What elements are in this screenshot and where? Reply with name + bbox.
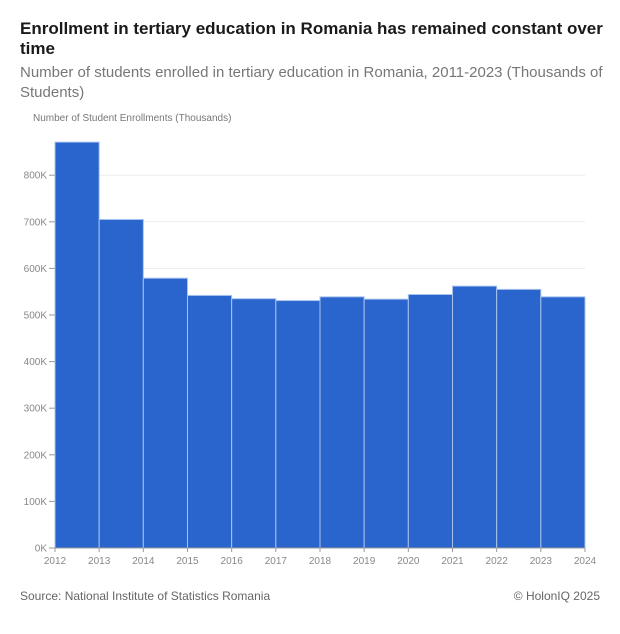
y-tick-label: 100K: [24, 497, 48, 508]
bar-2020: [407, 293, 454, 549]
x-tick-label: 2017: [265, 556, 288, 567]
bar-2016: [231, 298, 277, 549]
y-axis-label: Number of Student Enrollments (Thousands…: [33, 113, 232, 124]
bar-2018: [319, 296, 365, 549]
x-tick-label: 2023: [530, 556, 553, 567]
x-tick-label: 2012: [44, 556, 67, 567]
y-tick-label: 500K: [24, 311, 48, 322]
x-tick-label: 2015: [176, 556, 199, 567]
bar-2021: [452, 285, 498, 549]
chart-title: Enrollment in tertiary education in Roma…: [20, 19, 603, 58]
x-tick-label: 2019: [353, 556, 376, 567]
bar-2012: [54, 141, 100, 549]
x-tick-label: 2016: [221, 556, 244, 567]
y-tick-label: 0K: [35, 544, 48, 555]
y-tick-label: 200K: [24, 450, 48, 461]
x-tick-label: 2022: [486, 556, 509, 567]
bar-2015: [187, 294, 233, 549]
bar-2019: [363, 298, 409, 549]
bar-2022: [496, 288, 542, 549]
x-tick-label: 2024: [574, 556, 597, 567]
bar-2017: [275, 300, 321, 549]
bar-2013: [98, 218, 144, 549]
y-tick-label: 400K: [24, 357, 48, 368]
x-tick-label: 2014: [132, 556, 155, 567]
source-note: Source: National Institute of Statistics…: [20, 589, 271, 603]
y-tick-label: 600K: [24, 264, 48, 275]
x-tick-label: 2013: [88, 556, 111, 567]
chart-subtitle: Number of students enrolled in tertiary …: [20, 64, 603, 101]
x-tick-label: 2021: [441, 556, 464, 567]
copyright: © HolonIQ 2025: [513, 589, 600, 603]
x-tick-label: 2020: [397, 556, 420, 567]
y-tick-label: 300K: [24, 404, 48, 415]
bar-2014: [142, 277, 188, 549]
y-tick-label: 700K: [24, 217, 48, 228]
bar-2023: [540, 296, 586, 549]
y-tick-label: 800K: [24, 171, 48, 182]
x-tick-label: 2018: [309, 556, 332, 567]
